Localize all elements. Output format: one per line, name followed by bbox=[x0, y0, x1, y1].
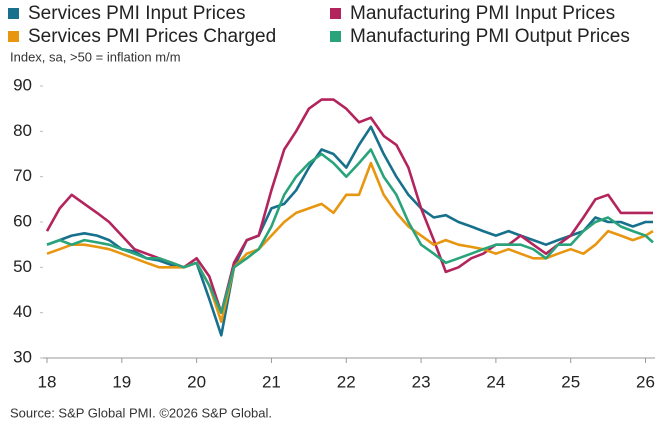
source-note: Source: S&P Global PMI. ©2026 S&P Global… bbox=[10, 405, 272, 420]
x-tick-label: 25 bbox=[561, 372, 580, 391]
x-tick-label: 20 bbox=[187, 372, 206, 391]
chart-subtitle: Index, sa, >50 = inflation m/m bbox=[10, 49, 181, 64]
y-tick-label: 30 bbox=[13, 347, 32, 366]
x-tick-label: 24 bbox=[486, 372, 505, 391]
x-tick-label: 22 bbox=[337, 372, 356, 391]
x-tick-label: 26 bbox=[636, 372, 655, 391]
legend-label: Services PMI Prices Charged bbox=[28, 26, 276, 47]
x-tick-label: 21 bbox=[262, 372, 281, 391]
x-tick-label: 19 bbox=[112, 372, 131, 391]
y-tick-label: 70 bbox=[13, 166, 32, 185]
series-line bbox=[46, 148, 654, 314]
legend-swatch bbox=[8, 8, 19, 19]
y-tick-label: 60 bbox=[13, 211, 32, 230]
y-tick-label: 50 bbox=[13, 257, 32, 276]
series-line bbox=[46, 161, 654, 323]
x-tick-label: 18 bbox=[38, 372, 57, 391]
y-tick-label: 90 bbox=[13, 75, 32, 94]
legend-swatch bbox=[330, 31, 341, 42]
legend-label: Services PMI Input Prices bbox=[28, 3, 246, 24]
legend-label: Manufacturing PMI Input Prices bbox=[350, 3, 615, 24]
series-line bbox=[46, 125, 653, 337]
legend-swatch bbox=[8, 31, 19, 42]
legend-swatch bbox=[330, 8, 341, 19]
y-tick-label: 40 bbox=[13, 302, 32, 321]
legend-label: Manufacturing PMI Output Prices bbox=[350, 26, 630, 47]
y-tick-label: 80 bbox=[13, 121, 32, 140]
series-line bbox=[45, 98, 653, 314]
x-tick-label: 23 bbox=[412, 372, 431, 391]
